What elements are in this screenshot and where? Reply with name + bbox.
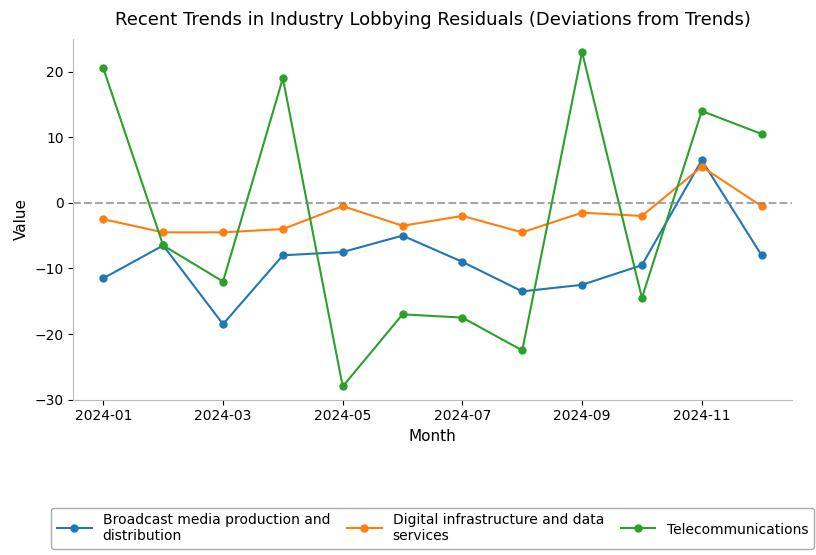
Digital infrastructure and data
services bbox=[458, 213, 468, 219]
Digital infrastructure and data
services bbox=[637, 213, 647, 219]
Digital infrastructure and data
services bbox=[278, 226, 288, 233]
Broadcast media production and
distribution bbox=[338, 249, 348, 255]
Digital infrastructure and data
services bbox=[99, 216, 109, 223]
Digital infrastructure and data
services bbox=[158, 229, 168, 236]
Digital infrastructure and data
services bbox=[756, 203, 766, 209]
Telecommunications bbox=[697, 108, 707, 114]
Title: Recent Trends in Industry Lobbying Residuals (Deviations from Trends): Recent Trends in Industry Lobbying Resid… bbox=[114, 11, 751, 29]
Line: Broadcast media production and
distribution: Broadcast media production and distribut… bbox=[100, 157, 765, 327]
Telecommunications bbox=[756, 130, 766, 137]
Digital infrastructure and data
services bbox=[517, 229, 527, 236]
Broadcast media production and
distribution bbox=[637, 262, 647, 269]
Telecommunications bbox=[158, 242, 168, 249]
Line: Telecommunications: Telecommunications bbox=[100, 48, 765, 390]
Telecommunications bbox=[397, 311, 407, 317]
Broadcast media production and
distribution bbox=[278, 252, 288, 259]
Telecommunications bbox=[99, 65, 109, 72]
Legend: Broadcast media production and
distribution, Digital infrastructure and data
ser: Broadcast media production and distribut… bbox=[51, 508, 814, 549]
Broadcast media production and
distribution bbox=[517, 288, 527, 295]
Digital infrastructure and data
services bbox=[397, 223, 407, 229]
X-axis label: Month: Month bbox=[409, 429, 456, 444]
Telecommunications bbox=[577, 49, 587, 56]
Broadcast media production and
distribution bbox=[756, 252, 766, 259]
Digital infrastructure and data
services bbox=[338, 203, 348, 209]
Broadcast media production and
distribution bbox=[158, 242, 168, 249]
Broadcast media production and
distribution bbox=[397, 233, 407, 239]
Broadcast media production and
distribution bbox=[697, 157, 707, 164]
Telecommunications bbox=[278, 75, 288, 82]
Digital infrastructure and data
services bbox=[697, 163, 707, 170]
Broadcast media production and
distribution bbox=[577, 281, 587, 288]
Telecommunications bbox=[458, 314, 468, 321]
Telecommunications bbox=[517, 347, 527, 354]
Broadcast media production and
distribution bbox=[458, 259, 468, 265]
Telecommunications bbox=[338, 383, 348, 390]
Broadcast media production and
distribution bbox=[99, 275, 109, 281]
Y-axis label: Value: Value bbox=[14, 198, 29, 240]
Telecommunications bbox=[218, 278, 228, 285]
Telecommunications bbox=[637, 295, 647, 301]
Line: Digital infrastructure and data
services: Digital infrastructure and data services bbox=[100, 163, 765, 236]
Digital infrastructure and data
services bbox=[577, 209, 587, 216]
Broadcast media production and
distribution bbox=[218, 321, 228, 327]
Digital infrastructure and data
services bbox=[218, 229, 228, 236]
